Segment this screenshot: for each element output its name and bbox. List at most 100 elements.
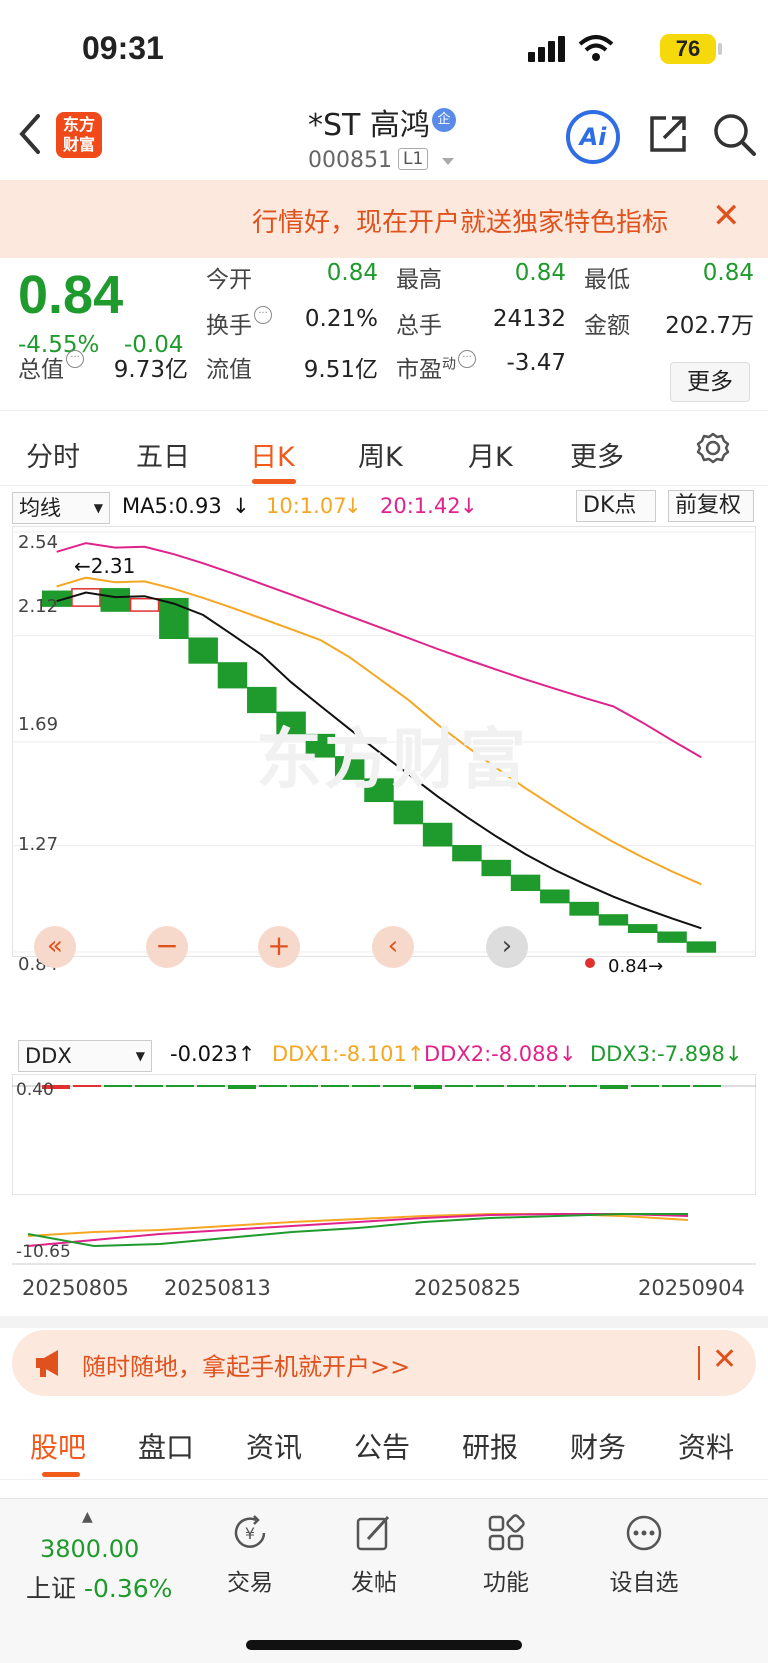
amount-label: 金额: [584, 313, 630, 339]
candle: [686, 941, 717, 953]
divider: [698, 1346, 700, 1380]
scroll-left-icon[interactable]: ‹: [372, 926, 414, 968]
app-logo[interactable]: 东方财富: [56, 112, 102, 158]
tab-more[interactable]: 更多: [570, 442, 624, 473]
nav-trade[interactable]: ¥ 交易: [200, 1513, 300, 1597]
nav-functions-label: 功能: [483, 1570, 529, 1596]
open-account-text[interactable]: 随时随地，拿起手机就开户>>: [82, 1353, 411, 1381]
promo-text[interactable]: 行情好，现在开户就送独家特色指标: [252, 208, 669, 238]
enterprise-badge: 企: [432, 108, 456, 132]
ddx-select[interactable]: DDX ▼: [18, 1040, 152, 1072]
change-amount: -0.04: [124, 332, 184, 358]
ddx-value: -0.023↑: [170, 1042, 256, 1066]
scroll-left-fast-icon[interactable]: «: [34, 926, 76, 968]
candle: [247, 686, 277, 714]
kline-chart[interactable]: 2.54 2.12 1.69 1.27 0.84 东方财富 ←2.31 0.84…: [12, 526, 756, 1034]
arrow-down-icon: ↓: [344, 494, 362, 518]
stock-header: 东方财富 *ST 高鸿 企 000851 L1 Ai: [0, 96, 768, 180]
nav-functions[interactable]: 功能: [456, 1513, 556, 1597]
quote-panel: 0.84 -4.55% -0.04 今开 0.84 最高 0.84 最低 0.8…: [0, 258, 768, 410]
ddx-bar: [166, 1085, 194, 1087]
ddx3-value: DDX3:-7.898↓: [590, 1042, 743, 1066]
indicator-select[interactable]: 均线 ▼: [12, 492, 110, 524]
apps-icon: [488, 1514, 525, 1551]
y-label-3: 1.27: [18, 834, 59, 855]
signal-icon: [528, 36, 565, 62]
dk-point-button[interactable]: DK点: [576, 490, 656, 522]
subtab-profile[interactable]: 资料: [678, 1431, 735, 1464]
date-label: 20250805: [22, 1276, 129, 1300]
home-indicator: [246, 1640, 522, 1650]
info-icon[interactable]: ···: [254, 306, 272, 324]
trade-icon: ¥: [234, 1515, 266, 1548]
ddx-bar: [631, 1085, 659, 1087]
promo-banner[interactable]: 行情好，现在开户就送独家特色指标 ✕: [0, 180, 768, 258]
ddx-svg: [12, 1074, 756, 1265]
ddx-line: [27, 1213, 688, 1248]
info-icon[interactable]: ···: [66, 350, 84, 368]
more-button[interactable]: 更多: [670, 362, 750, 402]
ddx-chart[interactable]: 0.40 -10.65: [12, 1074, 756, 1270]
ddx-y-label-1: -10.65: [16, 1242, 71, 1262]
mktcap-label: 总值 ···: [18, 350, 84, 384]
index-value[interactable]: 3800.00: [40, 1535, 140, 1563]
ddx-bar: [42, 1085, 70, 1089]
subtab-news[interactable]: 资讯: [246, 1431, 303, 1464]
status-bar: 09:31 76: [0, 0, 768, 96]
subtab-orderbook[interactable]: 盘口: [138, 1431, 195, 1464]
high-marker: ←2.31: [74, 554, 136, 578]
subtab-finance[interactable]: 财务: [570, 1431, 627, 1464]
clock: 09:31: [82, 30, 164, 66]
gear-icon[interactable]: [696, 431, 730, 465]
ddx-bar: [352, 1085, 380, 1087]
ma-bar: 均线 ▼ MA5:0.93 ↓ 10:1.07 ↓ 20:1.42 ↓ DK点 …: [0, 490, 768, 526]
arrow-down-icon: ↓: [460, 494, 478, 518]
caret-up-icon: ▲: [82, 1509, 93, 1525]
nav-watchlist[interactable]: 设自选: [594, 1513, 694, 1597]
ma-line: [56, 576, 702, 886]
ddx2-value: DDX2:-8.088↓: [424, 1042, 577, 1066]
pe-value: -3.47: [506, 350, 566, 376]
candle: [569, 901, 599, 916]
back-icon[interactable]: [16, 112, 44, 156]
ddx-bar: [569, 1085, 597, 1087]
info-icon[interactable]: ···: [458, 350, 476, 368]
nav-post[interactable]: 发帖: [324, 1513, 424, 1597]
subtab-forum[interactable]: 股吧: [30, 1431, 87, 1464]
scroll-right-icon[interactable]: ›: [486, 926, 528, 968]
tab-intraday[interactable]: 分时: [26, 442, 80, 473]
search-icon[interactable]: [712, 112, 758, 158]
close-icon[interactable]: ✕: [712, 196, 741, 236]
ma20-value: 20:1.42: [380, 494, 461, 518]
adjust-button[interactable]: 前复权: [668, 490, 754, 522]
candle: [422, 822, 453, 847]
tab-five-day[interactable]: 五日: [136, 442, 190, 473]
ddx-bar: [135, 1085, 163, 1087]
ai-button[interactable]: Ai: [566, 110, 620, 164]
tab-daily-k[interactable]: 日K: [250, 442, 295, 473]
change-percent: -4.55%: [18, 332, 100, 358]
dropdown-icon[interactable]: [440, 156, 456, 168]
candle: [627, 924, 658, 933]
stock-code: 000851: [308, 148, 392, 173]
tab-monthly-k[interactable]: 月K: [468, 442, 513, 473]
ddx1-value: DDX1:-8.101↑: [272, 1042, 425, 1066]
candle: [305, 733, 336, 758]
subtab-announcements[interactable]: 公告: [354, 1431, 411, 1464]
zoom-out-icon[interactable]: −: [146, 926, 188, 968]
index-quote[interactable]: 上证 -0.36%: [26, 1574, 173, 1603]
bottom-nav: ▲ 3800.00 上证 -0.36% ¥ 交易 发帖: [0, 1498, 768, 1663]
watermark: 东方财富: [256, 721, 528, 798]
candle: [129, 597, 160, 612]
ddx-bar: [445, 1085, 473, 1087]
volume-label: 总手: [396, 313, 442, 339]
open-account-banner[interactable]: 随时随地，拿起手机就开户>> ✕: [12, 1330, 756, 1396]
open-label: 今开: [206, 267, 252, 293]
close-icon[interactable]: ✕: [712, 1342, 738, 1377]
tab-weekly-k[interactable]: 周K: [358, 442, 403, 473]
subtab-research[interactable]: 研报: [462, 1431, 519, 1464]
date-label: 20250813: [164, 1276, 271, 1300]
level-badge[interactable]: L1: [398, 148, 429, 170]
share-icon[interactable]: [646, 112, 690, 156]
zoom-in-icon[interactable]: +: [258, 926, 300, 968]
